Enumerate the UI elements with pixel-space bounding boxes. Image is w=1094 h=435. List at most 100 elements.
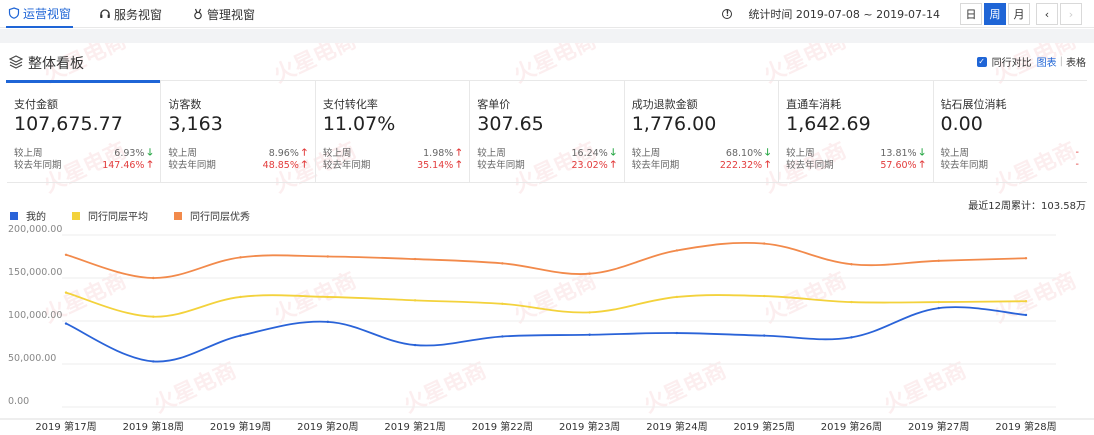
prev-period-button[interactable]: ‹ — [1036, 3, 1058, 25]
data-point[interactable] — [588, 272, 591, 275]
metric-label: 成功退款金额 — [631, 98, 698, 111]
wow-label: 较上周 — [631, 148, 661, 159]
yoy-value: - — [1075, 158, 1079, 170]
yoy-label: 较去年同期 — [786, 160, 834, 171]
data-point[interactable] — [588, 333, 591, 336]
yoy-label: 较去年同期 — [940, 160, 989, 171]
legend-item-average[interactable]: 同行同层平均 — [72, 208, 148, 223]
y-tick-label: 0.00 — [8, 396, 29, 407]
data-point[interactable] — [675, 295, 679, 299]
data-point[interactable] — [326, 295, 330, 299]
wow-row: 较上周 1.98% 🡑 — [323, 145, 461, 161]
yoy-label: 较去年同期 — [477, 160, 525, 171]
data-point[interactable] — [64, 322, 68, 325]
data-point[interactable] — [588, 311, 591, 314]
metric-value: 107,675.77 — [14, 113, 123, 135]
panel-header: 整体看板 ✓ 同行对比 图表 | 表格 — [0, 44, 1094, 78]
panel-title: 整体看板 — [28, 56, 84, 72]
metric-card[interactable]: 客单价 307.65 较上周 16.24% 🡓 较去年同期 23.02% 🡑 — [470, 81, 625, 182]
data-point[interactable] — [937, 306, 940, 310]
y-tick-label: 200,000.00 — [8, 224, 62, 235]
data-point[interactable] — [326, 320, 330, 324]
data-point[interactable] — [850, 336, 853, 339]
data-point[interactable] — [937, 259, 940, 262]
day-button[interactable]: 日 — [960, 3, 982, 25]
tab-management[interactable]: 管理视窗 — [192, 0, 255, 28]
tab-operations[interactable]: 运营视窗 — [6, 0, 74, 28]
view-chart-link[interactable]: 图表 — [1036, 58, 1057, 69]
shield-icon — [8, 7, 20, 19]
data-point[interactable] — [413, 299, 417, 302]
data-point[interactable] — [413, 343, 417, 347]
x-tick-label: 2019 第18周 — [123, 420, 184, 433]
data-point[interactable] — [1024, 313, 1028, 317]
data-point[interactable] — [64, 253, 68, 256]
x-tick-label: 2019 第17周 — [35, 420, 96, 433]
tab-service-label: 服务视窗 — [114, 7, 163, 22]
data-point[interactable] — [1024, 257, 1028, 260]
data-point[interactable] — [413, 257, 417, 261]
wow-value-wrap: 8.96% 🡑 — [269, 145, 307, 161]
x-tick-label: 2019 第28周 — [995, 420, 1056, 433]
data-point[interactable] — [501, 262, 504, 265]
metric-label: 客单价 — [477, 98, 511, 111]
series-line-excellent[interactable] — [65, 241, 1027, 279]
data-point[interactable] — [152, 315, 155, 318]
data-point[interactable] — [762, 242, 766, 245]
data-point[interactable] — [762, 334, 766, 337]
legend-swatch-average — [72, 211, 80, 220]
y-tick-label: 100,000.00 — [8, 310, 62, 321]
medal-icon — [194, 8, 202, 20]
wow-row: 较上周 8.96% 🡑 — [168, 145, 306, 161]
wow-value: 1.98% — [423, 147, 454, 159]
wow-row: 较上周 - — [941, 145, 1079, 160]
data-point[interactable] — [326, 255, 330, 258]
yoy-row: 较去年同期 222.32% 🡑 — [632, 157, 770, 173]
wow-value: - — [1075, 146, 1079, 158]
data-point[interactable] — [239, 256, 242, 259]
week-button[interactable]: 周 — [984, 3, 1006, 25]
compare-checkbox[interactable]: ✓ — [976, 56, 987, 67]
metric-card[interactable]: 成功退款金额 1,776.00 较上周 68.10% 🡓 较去年同期 222.3… — [625, 81, 780, 182]
legend-item-excellent[interactable]: 同行同层优秀 — [174, 208, 250, 223]
data-point[interactable] — [152, 276, 155, 280]
data-point[interactable] — [1024, 300, 1028, 303]
info-icon[interactable]: ! — [722, 9, 733, 19]
data-point[interactable] — [937, 300, 940, 304]
data-point[interactable] — [675, 249, 679, 252]
data-point[interactable] — [239, 295, 242, 299]
wow-value: 16.24% — [571, 147, 608, 159]
x-tick-label: 2019 第27周 — [908, 420, 969, 433]
view-table-link[interactable]: 表格 — [1066, 58, 1086, 69]
series-line-average[interactable] — [65, 291, 1027, 318]
x-tick-label: 2019 第26周 — [821, 420, 882, 433]
data-point[interactable] — [762, 294, 766, 298]
data-point[interactable] — [239, 334, 242, 337]
yoy-row: 较去年同期 57.60% 🡑 — [786, 157, 924, 173]
tab-service[interactable]: 服务视窗 — [99, 0, 162, 28]
series-line-mine[interactable] — [65, 306, 1027, 363]
metric-card[interactable]: 支付转化率 11.07% 较上周 1.98% 🡑 较去年同期 35.14% 🡑 — [316, 81, 471, 182]
metric-card[interactable]: 直通车消耗 1,642.69 较上周 13.81% 🡓 较去年同期 57.60%… — [779, 81, 934, 182]
data-point[interactable] — [501, 302, 504, 305]
legend-item-mine[interactable]: 我的 — [10, 208, 46, 223]
yoy-value-wrap: - — [1076, 157, 1079, 171]
data-point[interactable] — [850, 300, 853, 304]
metric-card[interactable]: 支付金额 107,675.77 较上周 6.93% 🡓 较去年同期 147.46… — [5, 80, 162, 182]
metric-card[interactable]: 钻石展位消耗 0.00 较上周 - 较去年同期 - — [934, 81, 1087, 182]
legend-swatch-excellent — [174, 211, 182, 220]
wow-value-wrap: 6.93% 🡓 — [114, 145, 152, 161]
data-point[interactable] — [850, 263, 853, 266]
month-button[interactable]: 月 — [1008, 3, 1030, 25]
metric-card[interactable]: 访客数 3,163 较上周 8.96% 🡑 较去年同期 48.85% 🡑 — [161, 81, 316, 182]
data-point[interactable] — [675, 331, 679, 335]
yoy-value-wrap: 35.14% 🡑 — [417, 157, 461, 173]
next-period-button[interactable]: › — [1060, 3, 1082, 25]
arrow-up-icon: 🡑 — [765, 159, 771, 170]
wow-value-wrap: 68.10% 🡓 — [726, 145, 770, 161]
data-point[interactable] — [501, 335, 504, 338]
yoy-value: 57.60% — [880, 159, 917, 171]
data-point[interactable] — [152, 360, 155, 363]
wow-value-wrap: 16.24% 🡓 — [572, 145, 616, 161]
data-point[interactable] — [64, 291, 68, 294]
